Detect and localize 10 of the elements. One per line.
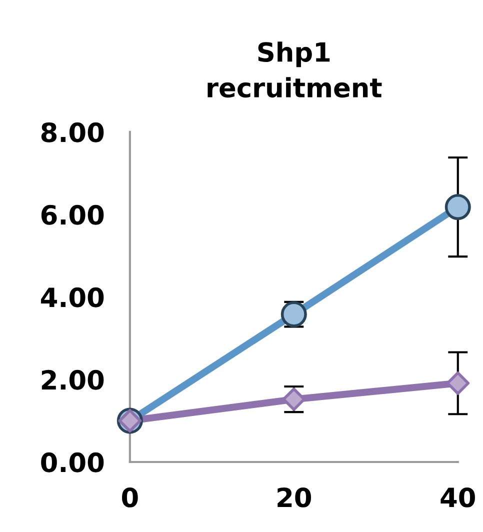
y-tick-label: 0.00 bbox=[41, 452, 104, 472]
y-tick-label: 6.00 bbox=[41, 204, 104, 225]
y-tick-label: 8.00 bbox=[41, 122, 104, 142]
y-tick-label: 2.00 bbox=[42, 370, 104, 390]
x-tick-label: 0 bbox=[122, 487, 138, 508]
point bbox=[446, 372, 470, 395]
chart-title: Shp1 recruitment bbox=[208, 42, 382, 98]
y-tick-label: 4.00 bbox=[41, 287, 104, 308]
x-tick-label: 40 bbox=[440, 487, 475, 508]
x-tick-label: 20 bbox=[278, 487, 312, 508]
